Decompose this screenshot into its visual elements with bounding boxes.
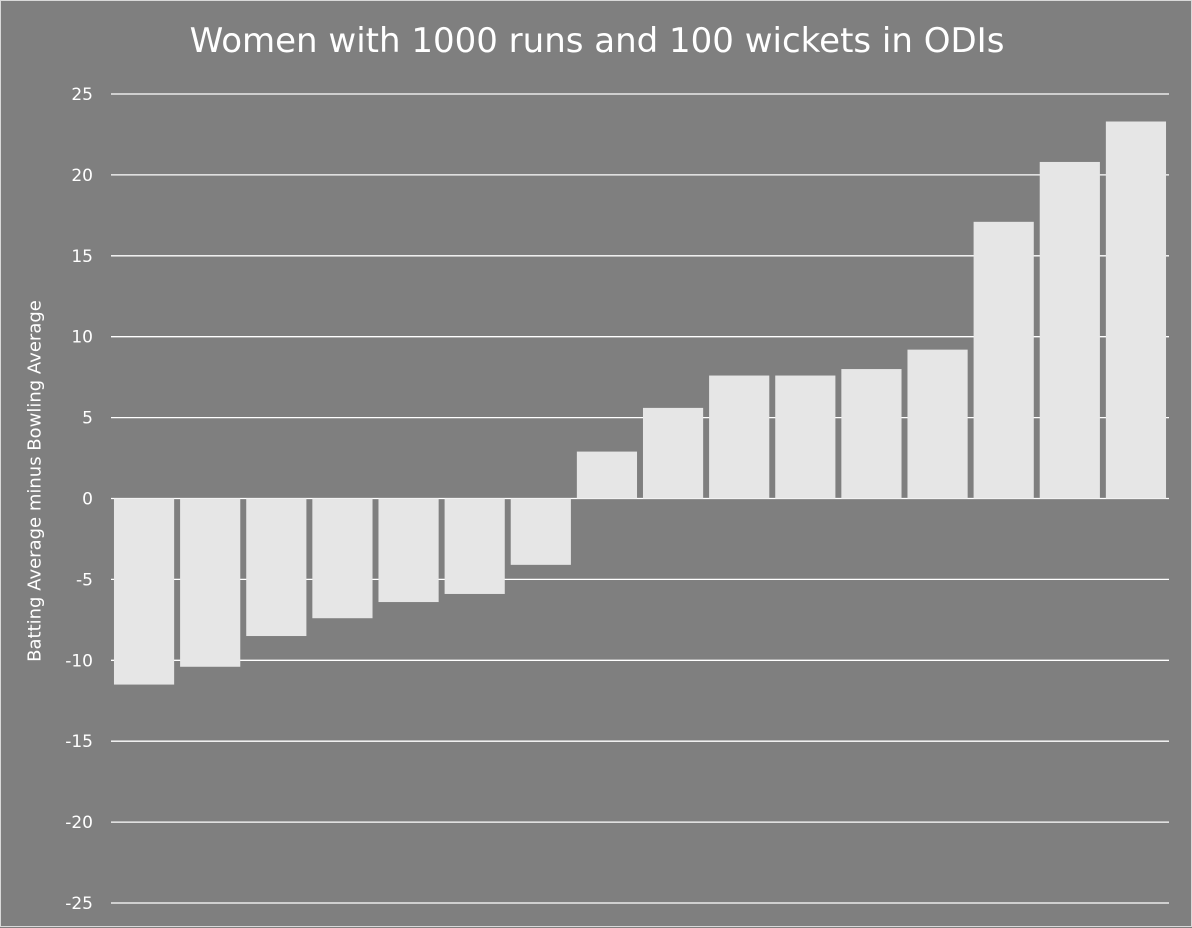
gridlines <box>111 93 1169 904</box>
y-tick-label: -20 <box>65 813 93 833</box>
bar <box>841 369 902 499</box>
chart-title: Women with 1000 runs and 100 wickets in … <box>189 21 1005 61</box>
bar <box>113 498 175 685</box>
bar <box>709 375 770 499</box>
y-tick-label: 5 <box>82 409 93 429</box>
y-tick-label: 0 <box>82 490 93 510</box>
y-tick-label: 20 <box>71 166 93 186</box>
bar <box>444 498 505 594</box>
y-tick-label: -25 <box>65 894 93 914</box>
y-tick-label: 15 <box>71 247 93 267</box>
y-tick-label: -10 <box>65 651 93 671</box>
bar <box>510 498 571 565</box>
bar <box>1039 161 1100 499</box>
y-tick-label: 25 <box>71 85 93 105</box>
bar <box>907 349 968 499</box>
bar <box>973 221 1034 499</box>
y-tick-label: -15 <box>65 732 93 752</box>
bar <box>378 498 439 603</box>
bar <box>180 498 241 667</box>
bar <box>576 451 638 499</box>
bar <box>642 407 704 499</box>
bar <box>775 375 836 499</box>
bar <box>246 498 307 637</box>
bar <box>312 498 373 619</box>
y-tick-labels: 25 20 15 10 5 0 -5 -10 -15 -20 -25 <box>65 85 93 914</box>
bars <box>113 121 1167 685</box>
bar <box>1105 121 1167 499</box>
y-tick-label: 10 <box>71 328 93 348</box>
y-tick-label: -5 <box>76 570 93 590</box>
